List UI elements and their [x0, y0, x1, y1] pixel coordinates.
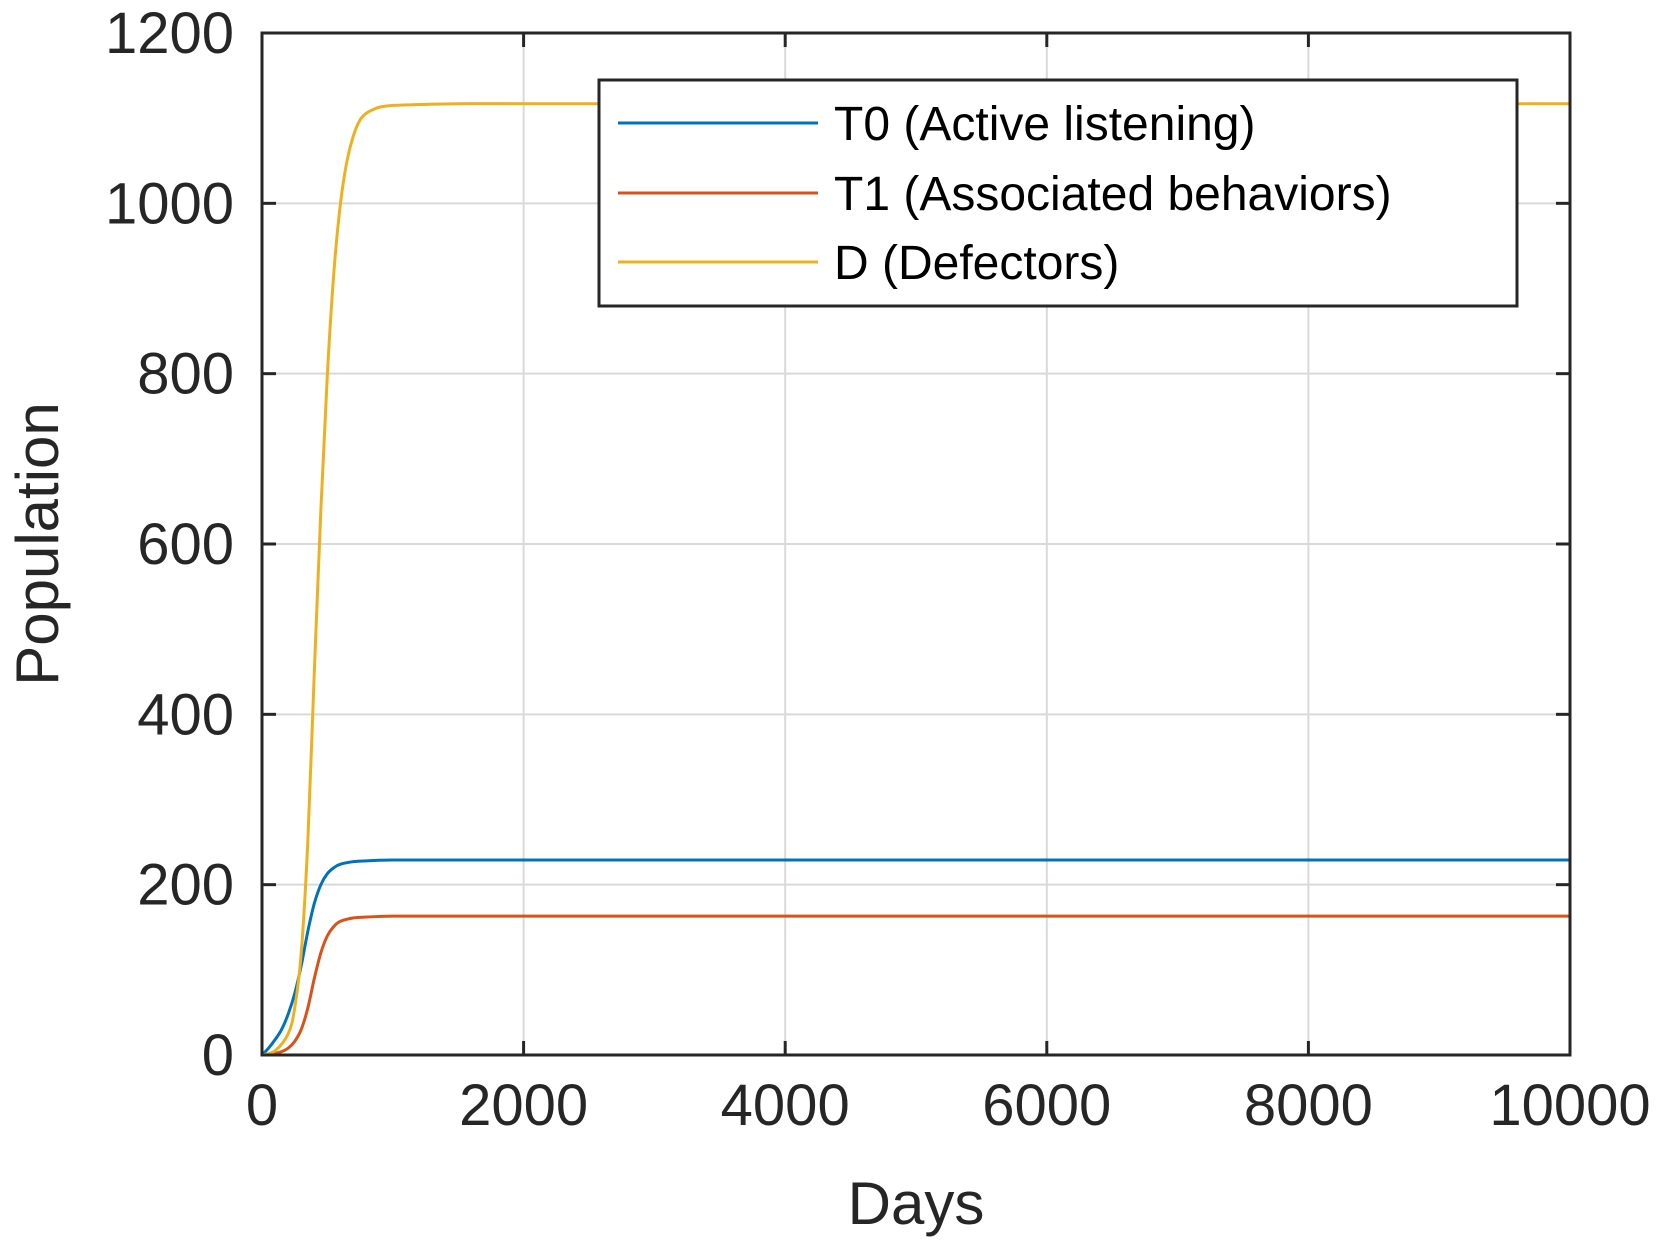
y-tick-label: 1200: [105, 1, 234, 66]
series-line-t1: [261, 914, 1570, 1057]
x-tick-label: 4000: [721, 1073, 850, 1138]
y-tick-label: 0: [202, 1023, 234, 1088]
y-tick-label: 400: [137, 682, 234, 747]
y-tick-label: 600: [137, 512, 234, 577]
x-tick-label: 10000: [1489, 1073, 1650, 1138]
y-axis-label: Population: [4, 402, 71, 686]
y-tick-label: 1000: [105, 171, 234, 236]
legend-label-t1: T1 (Associated behaviors): [834, 168, 1392, 221]
legend-label-t0: T0 (Active listening): [834, 98, 1255, 151]
tick-labels: 0 2000 4000 6000 8000 10000 0 200 400 600 800 1000 1…: [105, 1, 1651, 1138]
x-tick-label: 8000: [1244, 1073, 1373, 1138]
x-axis-label: Days: [848, 1170, 985, 1237]
legend: T0 (Active listening) T1 (Associated beh…: [597, 78, 1519, 308]
axis-ticks: [260, 31, 1572, 1057]
legend-label-d: D (Defectors): [834, 237, 1119, 290]
x-tick-label: 2000: [459, 1073, 588, 1138]
x-tick-label: 0: [246, 1073, 278, 1138]
series-line-t0: [260, 858, 1570, 1057]
y-tick-label: 800: [137, 342, 234, 407]
y-tick-label: 200: [137, 853, 234, 918]
x-tick-label: 6000: [982, 1073, 1111, 1138]
